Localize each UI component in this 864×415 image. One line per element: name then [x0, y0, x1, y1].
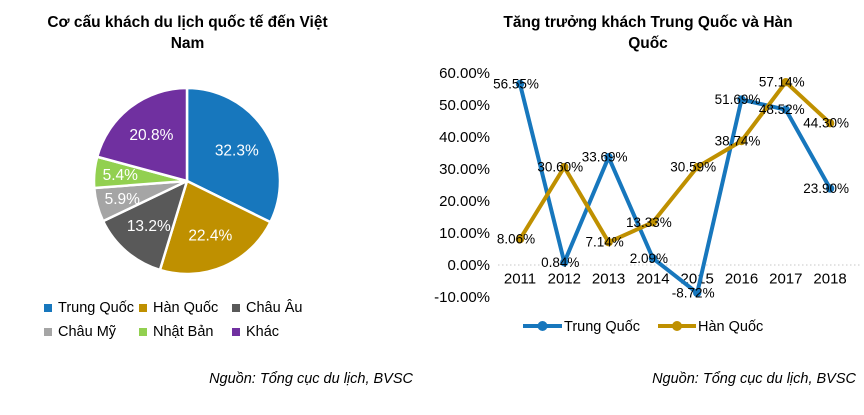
- pie-legend-label-han-quoc: Hàn Quốc: [153, 300, 219, 316]
- pie-slice-label-khac: 20.8%: [129, 127, 173, 144]
- data-label-trung-quoc-2017: 48.52%: [759, 102, 805, 117]
- x-axis-label-2018: 2018: [813, 271, 846, 288]
- pie-legend-label-chau-au: Châu Âu: [246, 300, 303, 316]
- series-marker-han-quoc-2016: [737, 136, 746, 146]
- data-label-trung-quoc-2013: 33.69%: [582, 150, 628, 165]
- data-label-han-quoc-2014: 13.33%: [626, 215, 672, 230]
- pie-legend-item-chau-my: Châu Mỹ: [44, 320, 139, 344]
- data-label-trung-quoc-2016: 51.69%: [715, 92, 761, 107]
- data-label-trung-quoc-2011: 56.55%: [493, 77, 539, 92]
- series-marker-han-quoc-2011: [515, 235, 525, 244]
- data-label-han-quoc-2011: 8.06%: [497, 232, 535, 247]
- series-line-han-quoc: [518, 80, 833, 245]
- line-legend-label-han-quoc: Hàn Quốc: [698, 319, 763, 335]
- y-axis-tick-6000: 60.00%: [439, 65, 490, 82]
- pie-source-note: Nguồn: Tổng cục du lịch, BVSC: [209, 371, 413, 387]
- data-label-han-quoc-2017: 57.14%: [759, 75, 805, 90]
- pie-slice-label-chau-my: 5.9%: [105, 191, 141, 208]
- data-label-trung-quoc-2014: 2.09%: [630, 251, 668, 266]
- series-marker-trung-quoc-2012: [560, 258, 569, 267]
- x-axis-label-2013: 2013: [592, 271, 625, 288]
- pie-legend-swatch-nhat-ban: [139, 328, 147, 336]
- series-marker-trung-quoc-2018: [825, 184, 835, 193]
- pie-legend-item-trung-quoc: Trung Quốc: [44, 296, 139, 320]
- pie-legend-item-chau-au: Châu Âu: [232, 296, 342, 320]
- data-label-han-quoc-2012: 30.60%: [537, 160, 583, 175]
- pie-slice-khac: [95, 86, 189, 183]
- x-axis-label-2015: 2015: [681, 271, 714, 288]
- series-marker-han-quoc-2018: [825, 119, 835, 128]
- x-axis-label-2016: 2016: [725, 271, 758, 288]
- x-axis-label-2017: 2017: [769, 271, 802, 288]
- line-source-note: Nguồn: Tổng cục du lịch, BVSC: [652, 371, 856, 387]
- series-marker-han-quoc-2017: [781, 78, 790, 87]
- pie-legend-label-chau-my: Châu Mỹ: [58, 324, 117, 340]
- series-marker-han-quoc-2014: [648, 218, 658, 227]
- pie-slice-chau-au: [101, 179, 189, 272]
- data-label-trung-quoc-2018: 23.90%: [803, 181, 849, 196]
- data-label-trung-quoc-2015: -8.72%: [672, 285, 715, 300]
- pie-chart-title-line2: Nam: [170, 35, 205, 52]
- x-axis-label-2012: 2012: [548, 271, 581, 288]
- data-label-han-quoc-2013: 7.14%: [585, 235, 623, 250]
- series-marker-han-quoc-2013: [604, 238, 613, 247]
- y-axis-tick-000: 0.00%: [447, 257, 490, 274]
- pie-slice-label-nhat-ban: 5.4%: [103, 167, 139, 184]
- y-axis-tick--1000: -10.00%: [434, 289, 490, 306]
- pie-chart: 32.3% 22.4% 13.2% 5.9% 5.4% 20.8%: [92, 86, 282, 276]
- series-marker-han-quoc-2015: [693, 162, 702, 172]
- pie-legend-swatch-khac: [232, 328, 240, 336]
- pie-chart-title-line1: Cơ cấu khách du lịch quốc tế đến Việt: [47, 14, 328, 31]
- data-label-han-quoc-2016: 38.74%: [715, 134, 761, 149]
- pie-legend-label-trung-quoc: Trung Quốc: [58, 300, 135, 316]
- pie-legend-swatch-chau-my: [44, 328, 52, 336]
- series-marker-han-quoc-2012: [560, 162, 569, 172]
- series-marker-trung-quoc-2015: [693, 288, 702, 298]
- pie-chart-title: Cơ cấu khách du lịch quốc tế đến Việt Na…: [0, 12, 375, 54]
- line-chart-title: Tăng trưởng khách Trung Quốc và Hàn Quốc: [432, 12, 864, 54]
- pie-chart-legend: Trung Quốc Hàn Quốc Châu Âu Châu Mỹ Nhật Bản…: [44, 296, 389, 344]
- series-marker-trung-quoc-2016: [737, 95, 746, 104]
- pie-legend-label-nhat-ban: Nhật Bản: [153, 324, 214, 340]
- line-legend-marker-han-quoc: [672, 321, 682, 331]
- line-chart-title-line1: Tăng trưởng khách Trung Quốc và Hàn: [503, 14, 793, 31]
- y-axis-tick-2000: 20.00%: [439, 193, 490, 210]
- pie-legend-swatch-han-quoc: [139, 304, 147, 312]
- line-chart-title-line2: Quốc: [628, 35, 668, 52]
- series-line-trung-quoc: [518, 82, 833, 295]
- pie-slice-trung-quoc: [185, 86, 282, 224]
- pie-legend-label-khac: Khác: [246, 324, 280, 340]
- pie-legend-swatch-trung-quoc: [44, 304, 52, 312]
- y-axis-tick-5000: 50.00%: [439, 97, 490, 114]
- x-axis-label-2014: 2014: [636, 271, 669, 288]
- y-axis-tick-3000: 30.00%: [439, 161, 490, 178]
- pie-slice-label-chau-au: 13.2%: [127, 218, 171, 235]
- line-chart: 60.00% 50.00% 40.00% 30.00% 20.00% 10.00% 0.00…: [434, 65, 860, 335]
- data-label-trung-quoc-2012: 0.84%: [541, 255, 579, 270]
- series-marker-trung-quoc-2011: [515, 79, 525, 89]
- data-label-han-quoc-2018: 44.30%: [803, 116, 849, 131]
- y-axis-tick-4000: 40.00%: [439, 129, 490, 146]
- x-axis-label-2011: 2011: [504, 271, 536, 288]
- pie-legend-swatch-chau-au: [232, 304, 240, 312]
- series-marker-trung-quoc-2017: [781, 105, 790, 114]
- pie-slice-label-han-quoc: 22.4%: [188, 227, 232, 244]
- pie-slice-label-trung-quoc: 32.3%: [215, 143, 259, 160]
- y-axis-tick-1000: 10.00%: [439, 225, 490, 242]
- data-label-han-quoc-2015: 30.59%: [670, 160, 716, 175]
- line-legend-label-trung-quoc: Trung Quốc: [564, 319, 640, 335]
- line-legend-marker-trung-quoc: [537, 321, 548, 331]
- pie-slice-han-quoc: [158, 179, 272, 276]
- pie-legend-item-nhat-ban: Nhật Bản: [139, 320, 232, 344]
- pie-legend-item-khac: Khác: [232, 320, 342, 344]
- series-marker-trung-quoc-2014: [648, 254, 658, 263]
- series-marker-trung-quoc-2013: [604, 153, 613, 162]
- pie-legend-item-han-quoc: Hàn Quốc: [139, 296, 232, 320]
